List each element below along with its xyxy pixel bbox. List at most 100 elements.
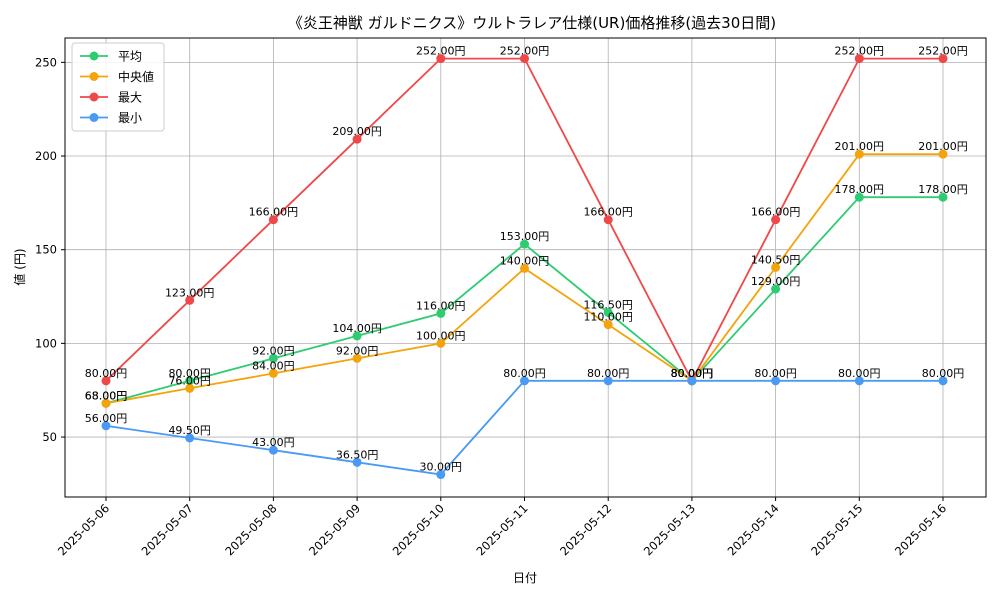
data-point xyxy=(771,376,781,386)
data-label: 252.00円 xyxy=(835,45,885,58)
data-point xyxy=(436,308,446,318)
data-label: 178.00円 xyxy=(918,183,968,196)
data-label: 166.00円 xyxy=(751,206,801,219)
x-tick-label: 2025-05-10 xyxy=(390,501,447,558)
data-label: 80.00円 xyxy=(168,367,211,380)
data-label: 140.00円 xyxy=(500,254,550,267)
data-label: 84.00円 xyxy=(252,359,295,372)
series-layer xyxy=(101,54,948,480)
data-point xyxy=(101,421,111,431)
data-point xyxy=(771,215,781,225)
data-point xyxy=(436,470,446,480)
y-tick-label: 250 xyxy=(35,55,57,69)
data-label: 140.50円 xyxy=(751,254,801,267)
legend-marker xyxy=(89,113,99,122)
data-point xyxy=(520,54,529,64)
legend-marker xyxy=(89,92,99,102)
data-label: 123.00円 xyxy=(165,286,215,299)
data-label: 80.00円 xyxy=(754,367,797,380)
y-tick-label: 150 xyxy=(35,243,57,257)
data-label: 80.00円 xyxy=(85,367,128,380)
data-label: 209.00円 xyxy=(332,125,382,138)
data-label: 252.00円 xyxy=(918,45,968,58)
x-tick-label: 2025-05-14 xyxy=(725,501,782,558)
data-label: 116.00円 xyxy=(416,299,466,312)
data-point xyxy=(854,192,864,202)
data-point xyxy=(185,433,195,443)
x-tick-label: 2025-05-06 xyxy=(55,501,112,558)
data-point xyxy=(603,376,613,386)
data-label: 76.00円 xyxy=(168,374,211,387)
data-label: 80.00円 xyxy=(922,367,965,380)
data-label: 68.00円 xyxy=(85,389,128,402)
x-tick-label: 2025-05-09 xyxy=(306,501,363,558)
data-point xyxy=(938,376,948,386)
data-point xyxy=(101,398,111,408)
data-label: 92.00円 xyxy=(252,344,295,357)
data-label: 36.50円 xyxy=(336,448,379,461)
data-point xyxy=(938,192,948,202)
data-label: 80.00円 xyxy=(838,367,881,380)
data-label: 153.00円 xyxy=(500,230,550,243)
data-label: 80.00円 xyxy=(671,367,714,380)
data-point xyxy=(938,149,948,159)
data-point xyxy=(352,457,362,467)
y-tick-label: 50 xyxy=(42,430,57,444)
data-label: 166.00円 xyxy=(583,206,633,219)
data-point xyxy=(603,320,613,330)
data-point xyxy=(268,445,278,455)
data-labels: 68.00円 80.00円 92.00円 104.00円 116.00円 153.00円 1… xyxy=(85,45,968,474)
data-label: 80.00円 xyxy=(671,367,714,380)
data-label: 100.00円 xyxy=(416,329,466,342)
data-point xyxy=(352,134,362,144)
x-tick-label: 2025-05-12 xyxy=(557,501,614,558)
x-axis-label: 日付 xyxy=(513,571,537,585)
data-label: 92.00円 xyxy=(336,344,379,357)
data-point xyxy=(352,353,362,363)
data-point xyxy=(268,215,278,225)
plot-frame xyxy=(64,37,987,498)
x-tick-label: 2025-05-13 xyxy=(641,501,698,558)
legend-label: 平均 xyxy=(118,50,142,64)
data-point xyxy=(854,376,864,386)
data-point xyxy=(854,149,864,159)
data-point xyxy=(268,368,278,378)
x-tick-label: 2025-05-08 xyxy=(222,501,279,558)
data-point xyxy=(101,376,111,386)
legend-label: 最小 xyxy=(118,111,142,125)
data-point xyxy=(520,239,529,249)
data-label: 252.00円 xyxy=(416,45,466,58)
data-point xyxy=(854,54,864,64)
data-label: 80.00円 xyxy=(587,367,630,380)
legend-marker xyxy=(89,72,99,81)
data-point xyxy=(687,376,697,386)
data-label: 116.50円 xyxy=(583,298,633,311)
data-label: 80.00円 xyxy=(503,367,546,380)
data-point xyxy=(938,54,948,64)
legend-label: 最大 xyxy=(118,91,142,105)
data-point xyxy=(520,263,529,273)
data-point xyxy=(268,353,278,363)
data-label: 80.00円 xyxy=(671,367,714,380)
data-point xyxy=(603,215,613,225)
data-label: 110.00円 xyxy=(583,311,633,324)
y-tick-label: 200 xyxy=(35,149,57,163)
legend-marker xyxy=(89,51,99,61)
data-point xyxy=(352,331,362,341)
data-point xyxy=(185,295,195,305)
data-point xyxy=(436,338,446,348)
chart-title: 《炎王神獣 ガルドニクス》ウルトラレア仕様(UR)価格推移(過去30日間) xyxy=(288,14,776,32)
axis-ticks: 50 100 150 200 250 2025-05-06 2025-05-07 2025-0… xyxy=(35,55,949,558)
legend-label: 中央値 xyxy=(118,69,154,84)
y-axis-label: 値 (円) xyxy=(12,248,27,285)
data-label: 166.00円 xyxy=(249,206,299,219)
data-label: 104.00円 xyxy=(332,322,382,335)
data-label: 56.00円 xyxy=(85,412,128,425)
data-label: 201.00円 xyxy=(835,140,885,153)
legend-box xyxy=(71,42,165,132)
data-point xyxy=(520,376,529,386)
data-label: 80.00円 xyxy=(671,367,714,380)
data-label: 68.00円 xyxy=(85,389,128,402)
